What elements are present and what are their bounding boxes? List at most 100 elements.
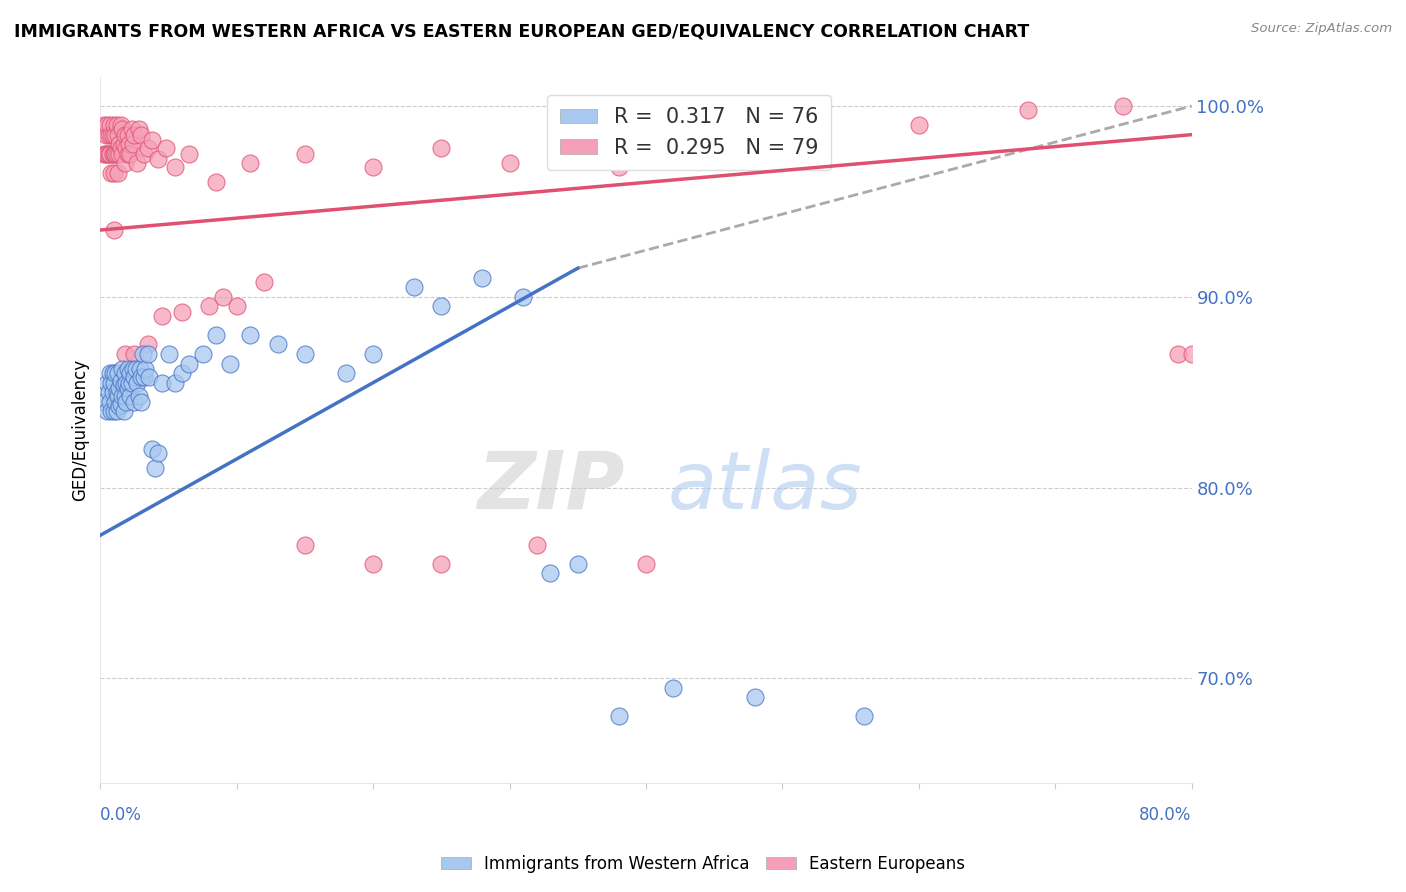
Text: 0.0%: 0.0% (100, 806, 142, 824)
Point (744, 690, 766, 705)
Point (93, 118, 115, 132)
Point (104, 128, 127, 142)
Point (114, 156, 136, 170)
Point (172, 305, 194, 319)
Point (108, 137, 131, 152)
Point (112, 404, 135, 418)
Point (96, 146, 118, 161)
Point (198, 299, 221, 313)
Point (114, 389, 136, 403)
Point (97, 385, 120, 400)
Point (108, 399, 131, 413)
Point (107, 366, 129, 380)
Point (132, 146, 155, 161)
Point (191, 347, 214, 361)
Point (110, 118, 132, 132)
Point (177, 357, 200, 371)
Point (103, 223, 125, 237)
Point (104, 394, 127, 409)
Point (172, 366, 194, 380)
Point (703, 146, 725, 161)
Point (294, 146, 316, 161)
Point (97, 146, 120, 161)
Point (361, 347, 384, 361)
Point (118, 137, 141, 152)
Point (136, 337, 159, 351)
Point (114, 347, 136, 361)
Point (662, 681, 685, 695)
Point (115, 141, 138, 155)
Point (266, 337, 288, 351)
Point (117, 128, 139, 142)
Point (177, 146, 200, 161)
Point (212, 290, 235, 304)
Point (143, 461, 166, 475)
Point (118, 376, 141, 390)
Point (335, 366, 357, 380)
Point (110, 374, 132, 388)
Text: 80.0%: 80.0% (1139, 806, 1192, 824)
Point (96, 118, 118, 132)
Point (110, 141, 132, 155)
Point (132, 370, 155, 384)
Point (111, 362, 134, 376)
Point (117, 146, 139, 161)
Text: Source: ZipAtlas.com: Source: ZipAtlas.com (1251, 22, 1392, 36)
Point (111, 389, 134, 403)
Point (294, 538, 316, 552)
Legend: R =  0.317   N = 76, R =  0.295   N = 79: R = 0.317 N = 76, R = 0.295 N = 79 (547, 95, 831, 170)
Point (112, 137, 135, 152)
Point (120, 366, 142, 380)
Point (98, 366, 121, 380)
Point (100, 376, 122, 390)
Point (205, 328, 228, 343)
Point (128, 122, 150, 136)
Point (430, 141, 453, 155)
Point (93, 394, 115, 409)
Point (122, 137, 145, 152)
Point (100, 166, 122, 180)
Point (141, 442, 163, 457)
Point (103, 404, 125, 418)
Point (112, 377, 135, 392)
Point (146, 153, 169, 167)
Point (853, 709, 876, 723)
Point (125, 362, 148, 376)
Text: atlas: atlas (668, 448, 862, 525)
Point (540, 566, 562, 581)
Point (404, 280, 426, 294)
Point (115, 394, 138, 409)
Point (98, 394, 121, 409)
Point (101, 385, 124, 400)
Point (117, 381, 139, 395)
Point (121, 122, 143, 136)
Point (100, 128, 122, 142)
Legend: Immigrants from Western Africa, Eastern Europeans: Immigrants from Western Africa, Eastern … (434, 848, 972, 880)
Point (239, 328, 262, 343)
Point (105, 404, 128, 418)
Point (567, 557, 589, 571)
Point (205, 175, 228, 189)
Point (96, 376, 118, 390)
Point (907, 118, 929, 132)
Point (94, 146, 117, 161)
Point (105, 146, 128, 161)
Point (253, 275, 276, 289)
Point (134, 362, 156, 376)
Point (107, 128, 129, 142)
Point (136, 141, 159, 155)
Point (219, 357, 242, 371)
Point (103, 166, 125, 180)
Point (122, 362, 145, 376)
Point (101, 366, 124, 380)
Point (124, 394, 146, 409)
Point (107, 166, 129, 180)
Point (97, 128, 120, 142)
Point (131, 347, 153, 361)
Point (607, 709, 630, 723)
Point (94, 128, 117, 142)
Point (157, 347, 180, 361)
Point (101, 128, 124, 142)
Point (105, 118, 128, 132)
Point (526, 538, 548, 552)
